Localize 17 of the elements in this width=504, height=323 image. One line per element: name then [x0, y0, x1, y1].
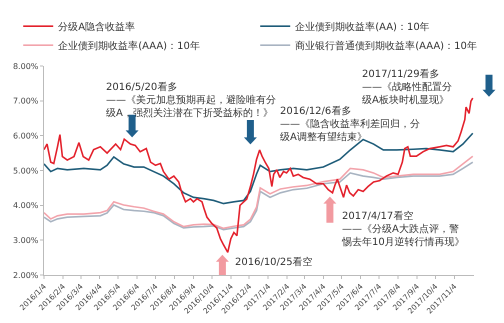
annotation: 2016/5/20看多——《美元加息预期再起，避险唯有分级A，强烈关注潜在下折受益标的！》 [106, 81, 276, 119]
annotation: 2016/10/25看空 [235, 256, 313, 268]
y-tick-label: 2.00% [12, 270, 39, 280]
legend-label: 商业银行普通债到期收益率(AAA)：10年 [295, 40, 477, 52]
y-tick-label: 7.00% [12, 96, 39, 106]
legend-label: 分级A隐含收益率 [58, 21, 136, 34]
y-tick-label: 8.00% [12, 62, 39, 71]
y-tick-label: 5.00% [12, 166, 39, 176]
legend-label: 企业债到期收益率(AAA)：10年 [58, 40, 200, 52]
y-tick-label: 3.00% [12, 236, 39, 245]
annotation: 2017/11/29看多——《战略性配置分级A板块时机显现》 [362, 68, 452, 106]
legend-label: 企业债到期收益率(AA)：10年 [295, 21, 430, 34]
annotation: 2017/4/17看空——《分级A大跌点评，警惕去年10月逆转行情再现》 [341, 210, 465, 248]
y-tick-label: 4.00% [12, 201, 39, 210]
line-series [44, 132, 474, 204]
annotation: 2016/12/6看多——《隐含收益率利差回归，分级A调整有望结束》 [280, 105, 420, 143]
y-tick-label: 6.00% [12, 131, 39, 140]
